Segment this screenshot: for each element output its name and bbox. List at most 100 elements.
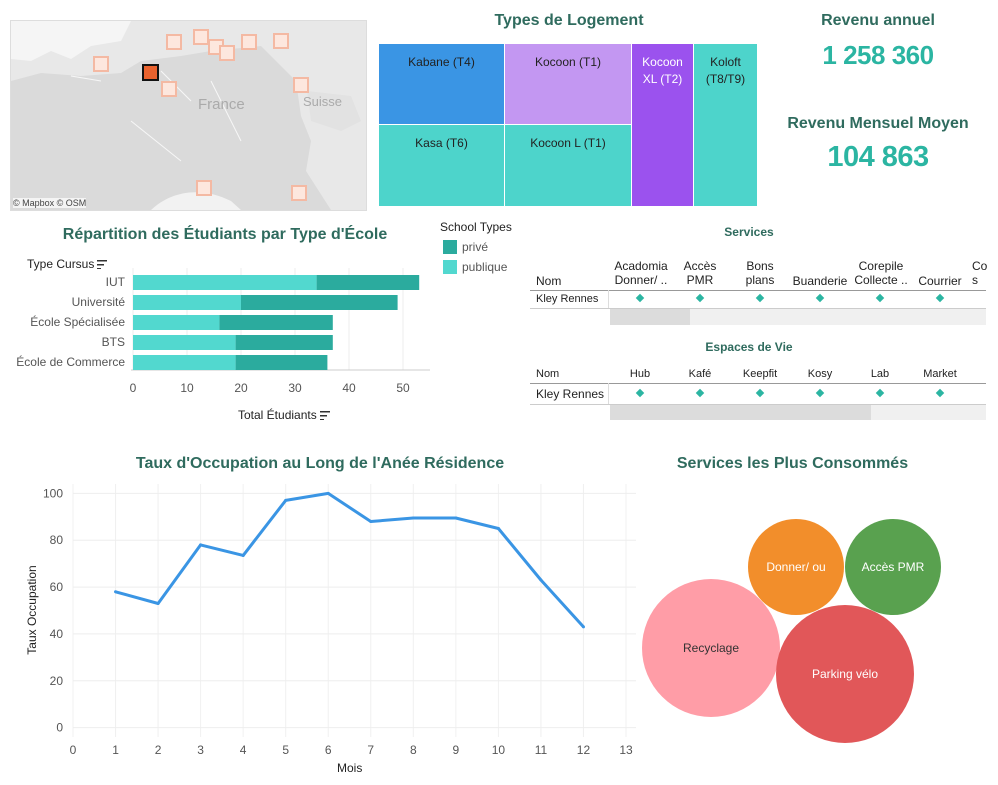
bar-segment-privé — [316, 275, 420, 290]
occupancy-point — [284, 498, 288, 502]
map-marker[interactable] — [241, 34, 257, 50]
treemap-tile-kocoon-l[interactable]: Kocoon L (T1) — [504, 124, 632, 207]
occupancy-point — [411, 516, 415, 520]
occupancy-point — [454, 516, 458, 520]
map-marker[interactable] — [219, 45, 235, 61]
bar-segment-privé — [241, 295, 398, 310]
services-col-acadomia[interactable]: Acadomia Donner/ .. — [614, 259, 668, 287]
bar-segment-publique — [133, 295, 241, 310]
tile-label: Kocoon L (T1) — [530, 136, 606, 150]
map-marker[interactable] — [273, 33, 289, 49]
espaces-col-kafe[interactable]: Kafé — [688, 368, 712, 380]
espaces-title: Espaces de Vie — [705, 340, 793, 354]
legend-swatch-publique[interactable] — [443, 260, 457, 274]
map-marker[interactable] — [161, 81, 177, 97]
espaces-mark[interactable] — [755, 388, 765, 398]
espaces-mark[interactable] — [695, 388, 705, 398]
services-col-acces-pmr[interactable]: Accès PMR — [683, 259, 717, 287]
espaces-col-nom[interactable]: Nom — [536, 368, 560, 380]
espaces-mark[interactable] — [935, 388, 945, 398]
services-col-nom[interactable]: Nom — [536, 274, 562, 288]
espaces-mark[interactable] — [635, 388, 645, 398]
line-x-tick-label: 7 — [367, 743, 374, 757]
type-cursus-header[interactable]: Type Cursus — [27, 257, 108, 271]
monthly-revenue-value: 104 863 — [827, 141, 929, 173]
occupancy-series-line — [115, 491, 585, 628]
services-col-courrier[interactable]: Courrier — [918, 274, 962, 288]
services-col-corepile[interactable]: Corepile Collecte .. — [854, 259, 908, 287]
bubble-donner[interactable]: Donner/ ou — [748, 519, 844, 615]
services-mark[interactable] — [815, 293, 825, 303]
line-x-tick-label: 4 — [240, 743, 247, 757]
occupancy-point — [114, 590, 118, 594]
services-scrollbar-track[interactable] — [610, 309, 986, 325]
espaces-col-keepfit[interactable]: Keepfit — [742, 368, 778, 380]
bar-segment-privé — [235, 355, 328, 370]
espaces-col-kosy[interactable]: Kosy — [807, 368, 833, 380]
housing-treemap[interactable]: Kabane (T4) Kocoon (T1) Kocoon XL (T2) K… — [378, 43, 758, 207]
espaces-col-market[interactable]: Market — [923, 368, 957, 380]
espaces-col-hub[interactable]: Hub — [629, 368, 651, 380]
bubble-parking-velo[interactable]: Parking vélo — [776, 605, 914, 743]
residence-map[interactable]: France Suisse © Mapbox © OSM — [10, 20, 367, 211]
occupancy-x-label: Mois — [337, 761, 363, 775]
espaces-header-divider — [530, 383, 986, 384]
map-marker[interactable] — [293, 77, 309, 93]
line-x-tick-label: 5 — [282, 743, 289, 757]
sort-icon[interactable] — [97, 260, 108, 270]
map-marker[interactable] — [196, 180, 212, 196]
services-scrollbar-thumb[interactable] — [610, 309, 690, 325]
map-marker[interactable] — [93, 56, 109, 72]
legend-label-publique[interactable]: publique — [462, 260, 508, 274]
legend-label-prive[interactable]: privé — [462, 240, 489, 254]
line-y-tick-label: 40 — [50, 627, 64, 641]
espaces-row-name[interactable]: Kley Rennes — [536, 387, 605, 401]
services-title: Services — [724, 225, 774, 239]
services-row-name[interactable]: Kley Rennes — [536, 293, 599, 305]
sort-icon[interactable] — [319, 411, 330, 421]
treemap-tile-kocoon-xl[interactable]: Kocoon XL (T2) — [631, 43, 694, 207]
bubble-label: Donner/ ou — [766, 560, 826, 574]
treemap-tile-kocoon[interactable]: Kocoon (T1) — [504, 43, 632, 125]
line-x-tick-label: 0 — [70, 743, 77, 757]
map-marker-selected[interactable] — [142, 64, 159, 81]
bubble-recyclage[interactable]: Recyclage — [642, 579, 780, 717]
services-mark[interactable] — [935, 293, 945, 303]
services-mark[interactable] — [875, 293, 885, 303]
services-col-truncated[interactable]: Co s — [972, 259, 988, 287]
services-col-bons-plans[interactable]: Bons plans — [745, 259, 775, 287]
bar-segment-publique — [133, 355, 236, 370]
espaces-mark[interactable] — [875, 388, 885, 398]
espaces-mark[interactable] — [815, 388, 825, 398]
bubble-label: Accès PMR — [861, 560, 925, 574]
bubble-acces-pmr[interactable]: Accès PMR — [845, 519, 941, 615]
annual-revenue-label: Revenu annuel — [821, 12, 935, 29]
services-mark[interactable] — [635, 293, 645, 303]
tile-label: Kocoon XL (T2) — [642, 55, 683, 86]
line-x-tick-label: 12 — [577, 743, 591, 757]
axis-title: Total Étudiants — [238, 408, 317, 422]
occupancy-point — [199, 543, 203, 547]
legend-swatch-prive[interactable] — [443, 240, 457, 254]
espaces-col-lab[interactable]: Lab — [870, 368, 890, 380]
services-col-buanderie[interactable]: Buanderie — [792, 274, 848, 288]
bar-segment-publique — [133, 315, 220, 330]
map-marker[interactable] — [291, 185, 307, 201]
services-mark[interactable] — [695, 293, 705, 303]
total-etudiants-axis[interactable]: Total Étudiants — [238, 408, 330, 422]
treemap-tile-kasa[interactable]: Kasa (T6) — [378, 124, 505, 207]
espaces-scrollbar-thumb[interactable] — [610, 405, 871, 420]
line-y-tick-label: 20 — [50, 674, 64, 688]
line-x-tick-label: 9 — [453, 743, 460, 757]
services-mark[interactable] — [755, 293, 765, 303]
treemap-tile-koloft[interactable]: Koloft (T8/T9) — [693, 43, 758, 207]
map-marker[interactable] — [166, 34, 182, 50]
line-x-tick-label: 2 — [155, 743, 162, 757]
map-marker[interactable] — [193, 29, 209, 45]
bubbles-title: Services les Plus Consommés — [676, 455, 909, 472]
tile-label: Koloft (T8/T9) — [705, 55, 746, 86]
annual-revenue-value: 1 258 360 — [822, 40, 934, 70]
treemap-tile-kabane[interactable]: Kabane (T4) — [378, 43, 505, 125]
services-header-divider — [530, 290, 986, 291]
bar-category-label: Université — [72, 295, 126, 309]
